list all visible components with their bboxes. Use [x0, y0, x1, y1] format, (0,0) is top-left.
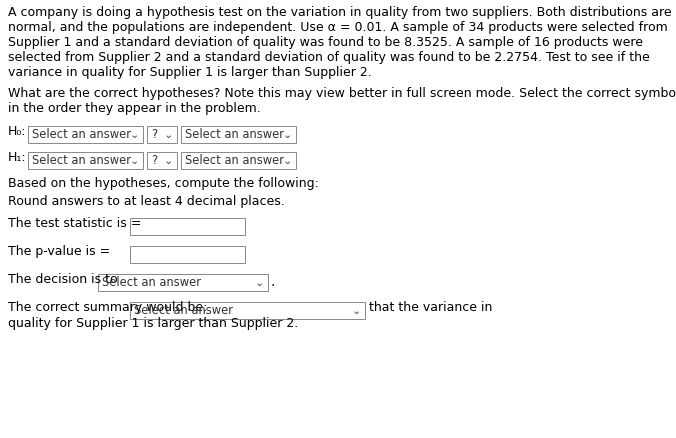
Text: ?: ?	[151, 154, 157, 167]
Text: What are the correct hypotheses? Note this may view better in full screen mode. : What are the correct hypotheses? Note th…	[8, 87, 676, 100]
Text: selected from Supplier 2 and a standard deviation of quality was found to be 2.2: selected from Supplier 2 and a standard …	[8, 51, 650, 64]
Text: ?: ?	[151, 128, 157, 141]
Text: A company is doing a hypothesis test on the variation in quality from two suppli: A company is doing a hypothesis test on …	[8, 6, 672, 19]
Text: H₀:: H₀:	[8, 125, 26, 138]
Text: quality for Supplier 1 is larger than Supplier 2.: quality for Supplier 1 is larger than Su…	[8, 317, 298, 330]
Text: ⌄: ⌄	[283, 130, 291, 139]
Text: Supplier 1 and a standard deviation of quality was found to be 8.3525. A sample : Supplier 1 and a standard deviation of q…	[8, 36, 643, 49]
Text: The p-value is =: The p-value is =	[8, 245, 110, 258]
Text: The decision is to: The decision is to	[8, 273, 118, 286]
FancyBboxPatch shape	[130, 218, 245, 235]
FancyBboxPatch shape	[28, 152, 143, 169]
Text: ⌄: ⌄	[129, 155, 139, 166]
Text: The test statistic is =: The test statistic is =	[8, 217, 141, 230]
Text: Select an answer: Select an answer	[32, 154, 131, 167]
Text: in the order they appear in the problem.: in the order they appear in the problem.	[8, 102, 261, 115]
FancyBboxPatch shape	[181, 126, 296, 143]
Text: Select an answer: Select an answer	[185, 154, 284, 167]
Text: H₁:: H₁:	[8, 151, 26, 164]
FancyBboxPatch shape	[147, 152, 177, 169]
Text: that the variance in: that the variance in	[369, 301, 492, 314]
FancyBboxPatch shape	[130, 246, 245, 263]
Text: Round answers to at least 4 decimal places.: Round answers to at least 4 decimal plac…	[8, 195, 285, 208]
Text: Select an answer: Select an answer	[134, 304, 233, 317]
FancyBboxPatch shape	[98, 274, 268, 291]
FancyBboxPatch shape	[181, 152, 296, 169]
Text: The correct summary would be:: The correct summary would be:	[8, 301, 208, 314]
Text: Select an answer: Select an answer	[185, 128, 284, 141]
Text: ⌄: ⌄	[254, 278, 264, 287]
FancyBboxPatch shape	[130, 302, 365, 319]
Text: normal, and the populations are independent. Use α = 0.01. A sample of 34 produc: normal, and the populations are independ…	[8, 21, 668, 34]
Text: Select an answer: Select an answer	[102, 276, 201, 289]
Text: ⌄: ⌄	[164, 130, 172, 139]
Text: ⌄: ⌄	[352, 305, 361, 315]
Text: ⌄: ⌄	[283, 155, 291, 166]
Text: .: .	[271, 276, 275, 290]
Text: Based on the hypotheses, compute the following:: Based on the hypotheses, compute the fol…	[8, 177, 319, 190]
Text: ⌄: ⌄	[129, 130, 139, 139]
Text: variance in quality for Supplier 1 is larger than Supplier 2.: variance in quality for Supplier 1 is la…	[8, 66, 372, 79]
Text: ⌄: ⌄	[164, 155, 172, 166]
FancyBboxPatch shape	[147, 126, 177, 143]
FancyBboxPatch shape	[28, 126, 143, 143]
Text: Select an answer: Select an answer	[32, 128, 131, 141]
